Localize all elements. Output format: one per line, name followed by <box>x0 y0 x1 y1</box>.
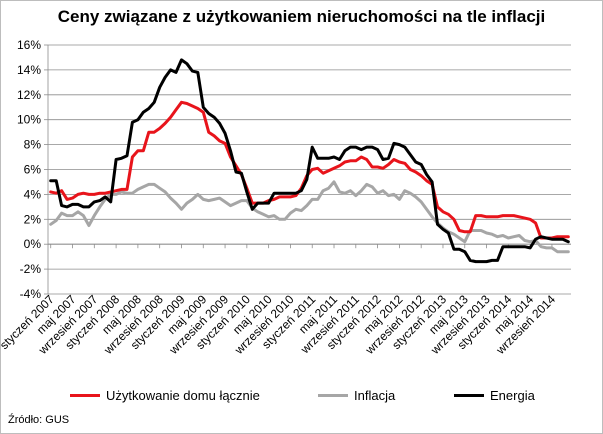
series-line-energia <box>49 58 570 264</box>
y-tick-label: -4% <box>20 287 42 301</box>
legend-label-energia: Energia <box>490 388 535 403</box>
series-lines <box>49 58 570 264</box>
y-tick-label: 0% <box>24 237 42 251</box>
y-tick-label: 12% <box>17 88 41 102</box>
y-tick-label: 6% <box>24 163 42 177</box>
y-tick-label: 10% <box>17 113 41 127</box>
legend-swatch-inflacja <box>318 394 348 397</box>
series-line-uzytkowanie <box>49 100 570 240</box>
y-tick-label: 14% <box>17 63 41 77</box>
legend-swatch-energia <box>454 394 484 397</box>
legend-item-inflacja: Inflacja <box>318 388 395 403</box>
legend-label-uzytkowanie: Użytkowanie domu łącznie <box>106 388 260 403</box>
legend-item-energia: Energia <box>454 388 535 403</box>
chart-title: Ceny związane z użytkowaniem nieruchomoś… <box>57 7 546 26</box>
series-line-inflacja <box>49 180 570 254</box>
legend-label-inflacja: Inflacja <box>354 388 396 403</box>
legend-item-uzytkowanie: Użytkowanie domu łącznie <box>70 388 260 403</box>
legend-swatch-uzytkowanie <box>70 394 100 397</box>
y-tick-label: 16% <box>17 38 41 52</box>
y-tick-label: 4% <box>24 187 42 201</box>
y-axis-ticks: -4% -2% 0% 2% 4% 6% 8% 10% 12% 14% 16% <box>17 38 41 301</box>
y-tick-label: 2% <box>24 212 42 226</box>
legend: Użytkowanie domu łącznie Inflacja Energi… <box>0 388 603 408</box>
source-note: Źródło: GUS <box>8 414 70 426</box>
y-tick-label: -2% <box>20 262 42 276</box>
y-tick-label: 8% <box>24 138 42 152</box>
